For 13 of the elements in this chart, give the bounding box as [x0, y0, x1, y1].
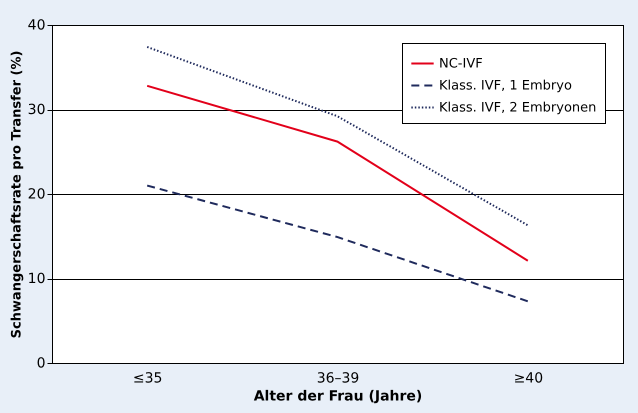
y-tick-label: 10 — [28, 271, 46, 287]
y-tick-label: 20 — [28, 186, 46, 202]
x-tick-label: 36–39 — [316, 370, 360, 386]
legend-label: Klass. IVF, 2 Embryonen — [439, 100, 596, 116]
y-axis-title: Schwangerschaftsrate pro Transfer (%) — [10, 50, 25, 338]
x-tick-label: ≤35 — [132, 370, 162, 386]
y-tick-label: 40 — [28, 18, 46, 34]
y-tick-label: 0 — [36, 356, 46, 372]
y-tick-label: 30 — [28, 102, 46, 118]
legend-label: NC-IVF — [439, 56, 483, 72]
x-tick-label: ≥40 — [514, 370, 544, 386]
legend-label: Klass. IVF, 1 Embryo — [439, 78, 572, 94]
x-axis-title: Alter der Frau (Jahre) — [254, 388, 422, 404]
